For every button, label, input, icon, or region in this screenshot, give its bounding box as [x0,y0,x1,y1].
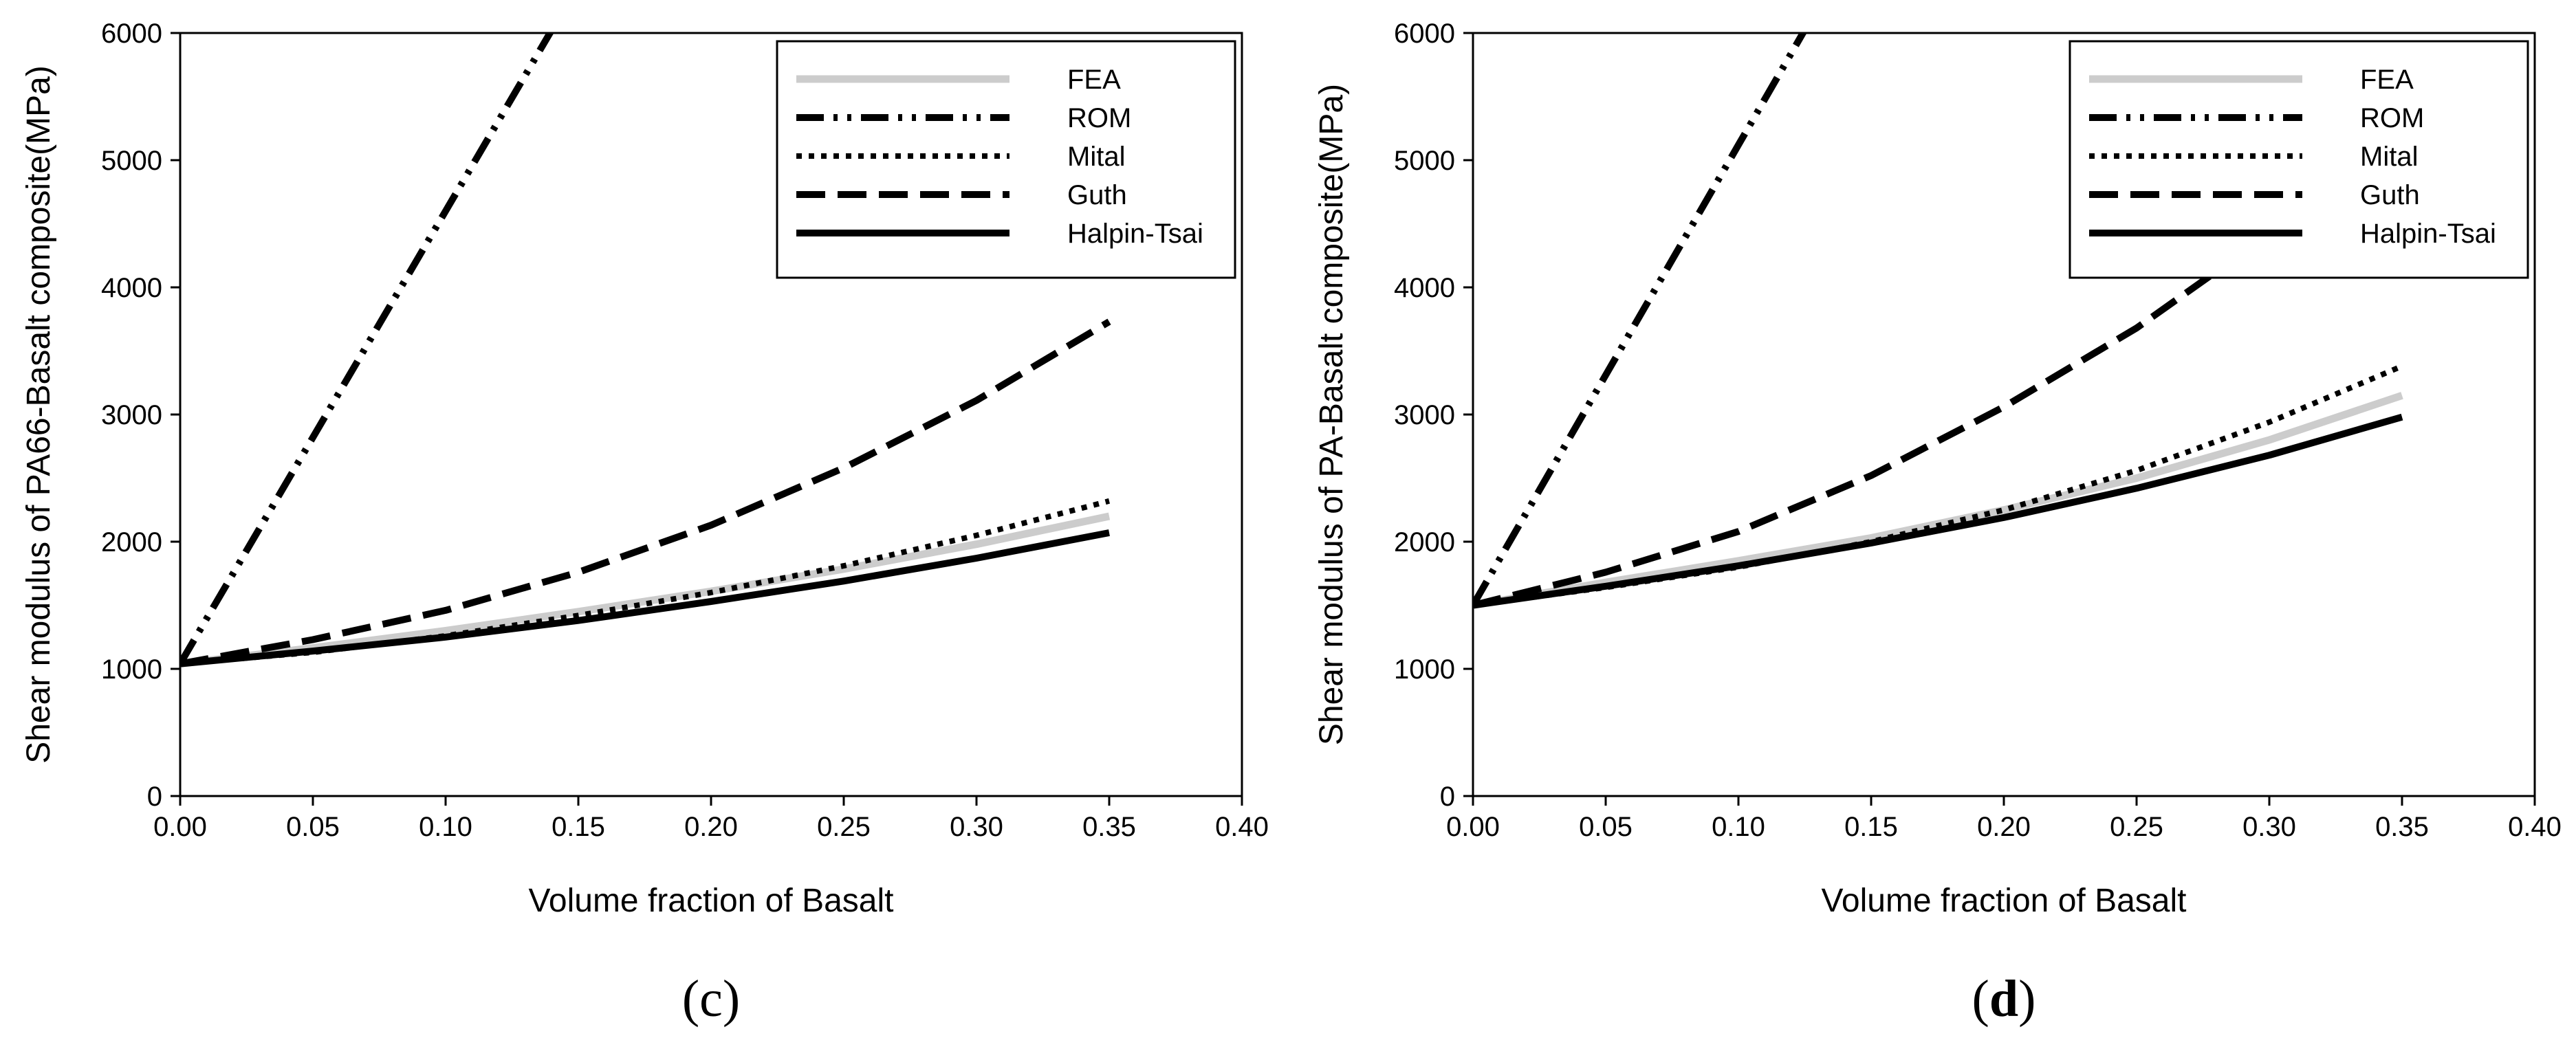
x-tick-label: 0.30 [2242,812,2296,842]
series-group [1473,33,2405,609]
legend-label-fea: FEA [2360,65,2414,95]
x-tick-label: 0.10 [1712,812,1765,842]
y-tick-label: 4000 [1394,273,1455,303]
y-tick-label: 2000 [1394,527,1455,557]
x-axis-label: Volume fraction of Basalt [1822,883,2187,919]
series-line-halpin-tsai [180,529,1110,667]
x-tick-label: 0.25 [2110,812,2163,842]
x-tick-label: 0.05 [286,812,340,842]
series-line-mital [180,498,1111,667]
y-tick-label: 1000 [1394,654,1455,685]
y-tick-label: 0 [147,782,162,812]
x-tick-label: 0.15 [1844,812,1898,842]
y-axis-label: Shear modulus of PA-Basalt composite(MPa… [1313,84,1350,745]
y-tick-label: 3000 [101,400,162,430]
legend-label-fea: FEA [1067,65,1121,95]
series-group [180,33,1111,668]
y-tick-label: 5000 [1394,146,1455,176]
x-tick-label: 0.20 [684,812,738,842]
x-tick-label: 0.10 [419,812,472,842]
series-line-rom [1473,33,1807,607]
x-tick-label: 0.40 [2508,812,2562,842]
y-tick-label: 6000 [1394,19,1455,49]
y-tick-label: 2000 [101,527,162,557]
y-axis-label: Shear modulus of PA66-Basalt composite(M… [21,65,57,764]
x-tick-label: 0.20 [1977,812,2031,842]
legend-label-rom: ROM [2360,103,2424,133]
x-tick-label: 0.05 [1579,812,1633,842]
x-tick-label: 0.35 [2375,812,2429,842]
chart-panel-c: 0.00 0.05 0.10 0.15 0.20 0.25 0.30 0.35 0.40 0 100… [21,19,1269,1028]
y-tick-label: 0 [1440,782,1455,812]
series-line-fea [180,512,1111,668]
legend-label-halpin-tsai: Halpin-Tsai [2360,219,2496,249]
x-tick-label: 0.25 [817,812,871,842]
legend-label-mital: Mital [2360,142,2418,172]
y-tick-label: 1000 [101,654,162,685]
legend-label-rom: ROM [1067,103,1131,133]
x-tick-label: 0.40 [1215,812,1269,842]
panel-caption: (c) [682,970,740,1028]
series-line-rom [180,33,554,666]
legend: FEA ROM Mital Guth Halpin-Tsai [776,40,1236,279]
x-tick-label: 0.00 [153,812,207,842]
legend-label-halpin-tsai: Halpin-Tsai [1067,219,1203,249]
legend-label-mital: Mital [1067,142,1125,172]
y-tick-label: 3000 [1394,400,1455,430]
legend-label-guth: Guth [1067,180,1127,210]
legend: FEA ROM Mital Guth Halpin-Tsai [2069,40,2529,279]
series-line-halpin-tsai [1473,413,2403,609]
x-tick-label: 0.35 [1082,812,1136,842]
legend-label-guth: Guth [2360,180,2420,210]
x-tick-label: 0.30 [950,812,1003,842]
y-tick-label: 6000 [101,19,162,49]
series-line-fea [1473,392,2403,609]
chart-panel-d: 0.00 0.05 0.10 0.15 0.20 0.25 0.30 0.35 0.40 0 100… [1313,19,2562,1028]
panel-caption: (d) [1972,970,2036,1028]
series-line-guth [180,318,1111,667]
x-tick-label: 0.00 [1446,812,1500,842]
y-tick-label: 5000 [101,146,162,176]
series-line-mital [1473,364,2403,608]
x-axis-label: Volume fraction of Basalt [529,883,894,919]
x-tick-label: 0.15 [552,812,605,842]
y-tick-label: 4000 [101,273,162,303]
